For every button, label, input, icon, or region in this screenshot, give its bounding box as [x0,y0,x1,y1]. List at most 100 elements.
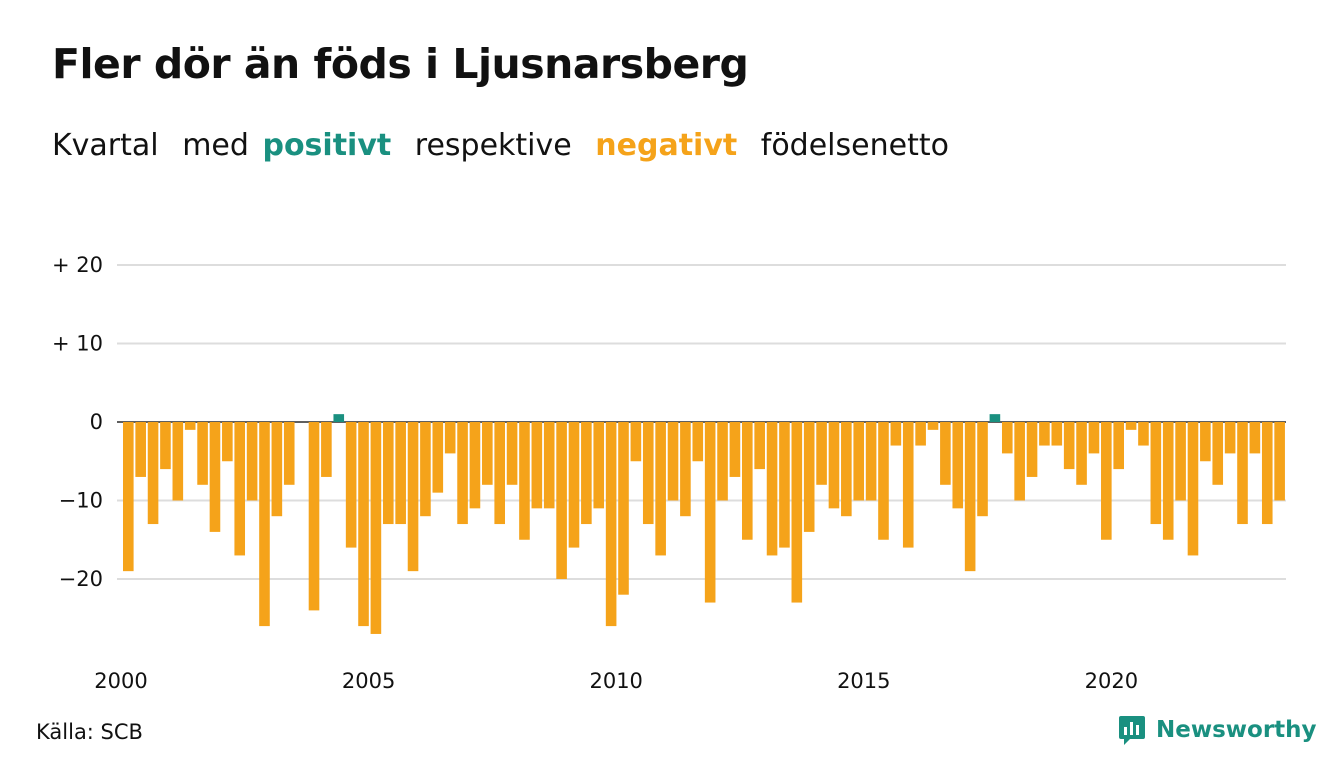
subtitle-respective: respektive [414,128,572,163]
bar-negative [1039,422,1050,446]
bar-negative [828,422,840,509]
bar-negative [779,422,790,548]
bar-negative [1088,422,1100,454]
subtitle-prefix: Kvartal [52,128,159,163]
bar-chart: + 20 + 10 0 −10 −20 2000 2005 2010 2015 2020 [52,253,1286,693]
bar-negative [952,422,964,509]
bar-negative [630,422,642,462]
bar-negative [717,422,728,501]
bar-negative [321,422,332,477]
bar-negative [667,422,679,501]
y-axis-labels: + 20 + 10 0 −10 −20 [52,253,103,591]
bar-negative [655,422,666,556]
bar-negative [803,422,815,532]
bar-negative [395,422,406,525]
bar-negative [1001,422,1013,454]
bar-negative [1162,422,1174,540]
bar-negative [271,422,283,517]
bar-negative [469,422,481,509]
bar-negative [135,422,146,477]
source-label: Källa: SCB [36,720,143,744]
bar-negative [742,422,753,540]
bar-negative [642,422,654,525]
bar-positive [989,414,1001,422]
bar-negative [729,422,741,477]
bars [123,414,1285,634]
bar-negative [246,422,258,501]
bar-negative [519,422,530,540]
bar-negative [568,422,580,548]
bar-negative [172,422,184,501]
bar-negative [791,422,803,603]
bar-negative [1261,422,1273,525]
bar-negative [382,422,394,525]
bar-negative [482,422,493,485]
bar-negative [1014,422,1025,501]
bar-positive [333,414,345,422]
bar-negative [766,422,778,556]
bar-negative [197,422,208,485]
bar-negative [902,422,914,548]
bar-negative [370,422,382,634]
bar-negative [1063,422,1075,470]
bar-negative [308,422,320,611]
bar-negative [1249,422,1261,454]
legend-positive-label: positivt [262,128,392,163]
bar-negative [506,422,518,485]
bar-negative [915,422,926,446]
bar-negative [259,422,270,627]
bar-negative [1150,422,1162,525]
bar-negative [358,422,369,627]
bar-negative [209,422,221,532]
subtitle-med: med [182,128,249,163]
bar-negative [1200,422,1211,462]
bar-negative [1026,422,1038,477]
bar-negative [704,422,716,603]
bar-negative [1274,422,1285,501]
bar-negative [184,422,196,430]
bar-negative [1051,422,1063,446]
brand[interactable]: Newsworthy [1118,714,1317,746]
bar-negative [123,422,134,572]
bar-negative [1237,422,1248,525]
x-tick-label: 2005 [342,669,395,693]
bar-negative [1125,422,1137,430]
brand-name: Newsworthy [1156,717,1317,743]
bar-negative [618,422,629,595]
bar-negative [543,422,555,509]
bar-negative [1224,422,1236,454]
bar-negative [940,422,951,485]
x-tick-label: 2015 [837,669,890,693]
x-tick-label: 2010 [589,669,642,693]
bar-negative [160,422,171,470]
bar-negative [865,422,877,501]
bar-negative [432,422,444,493]
bar-negative [420,422,431,517]
bar-negative [964,422,976,572]
bar-negative [457,422,468,525]
bar-negative [754,422,765,470]
bar-negative [841,422,852,517]
subtitle-suffix: födelsenetto [760,128,949,163]
bar-negative [234,422,246,556]
x-axis-labels: 2000 2005 2010 2015 2020 [94,669,1138,693]
bar-negative [444,422,456,454]
bar-negative [593,422,605,509]
bar-negative [692,422,704,462]
bar-negative [222,422,233,462]
bar-negative [1076,422,1087,485]
chart-subtitle: Kvartal med positivt respektive negativt… [52,128,949,163]
y-tick-label: + 20 [52,253,103,277]
bar-negative [345,422,357,548]
bar-negative [494,422,505,525]
bar-negative [890,422,902,446]
bar-negative [1212,422,1224,485]
bar-negative [1138,422,1149,446]
y-tick-label: 0 [90,410,103,434]
bar-negative [680,422,691,517]
bar-negative [927,422,939,430]
x-tick-label: 2020 [1085,669,1138,693]
bar-negative [1113,422,1124,470]
newsworthy-logo-icon [1119,716,1145,745]
bar-negative [556,422,567,579]
